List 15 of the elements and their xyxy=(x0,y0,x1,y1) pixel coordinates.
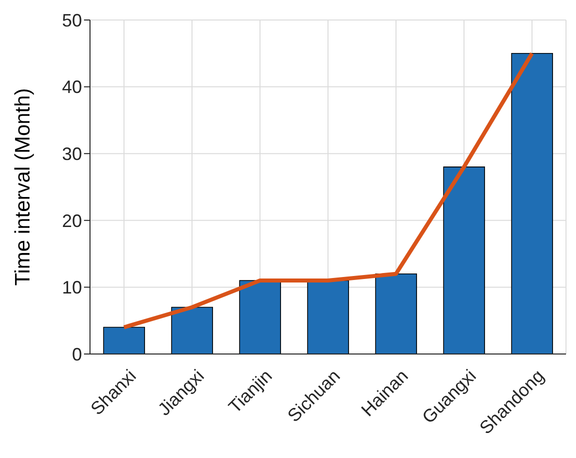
bar xyxy=(511,53,553,354)
bar xyxy=(375,273,417,354)
y-tick-label: 20 xyxy=(62,210,82,231)
bar xyxy=(103,326,145,354)
y-tick-label: 50 xyxy=(62,10,82,30)
bar xyxy=(307,280,349,354)
bar xyxy=(171,306,213,354)
bar xyxy=(443,166,485,354)
y-tick-label: 10 xyxy=(62,278,82,298)
y-tick-label: 40 xyxy=(62,77,82,98)
y-tick-label: 30 xyxy=(62,144,82,164)
y-axis-title: Time interval (Month) xyxy=(11,88,34,286)
bar xyxy=(239,280,281,354)
y-tick-label: 0 xyxy=(72,344,82,364)
line-series xyxy=(122,51,534,330)
